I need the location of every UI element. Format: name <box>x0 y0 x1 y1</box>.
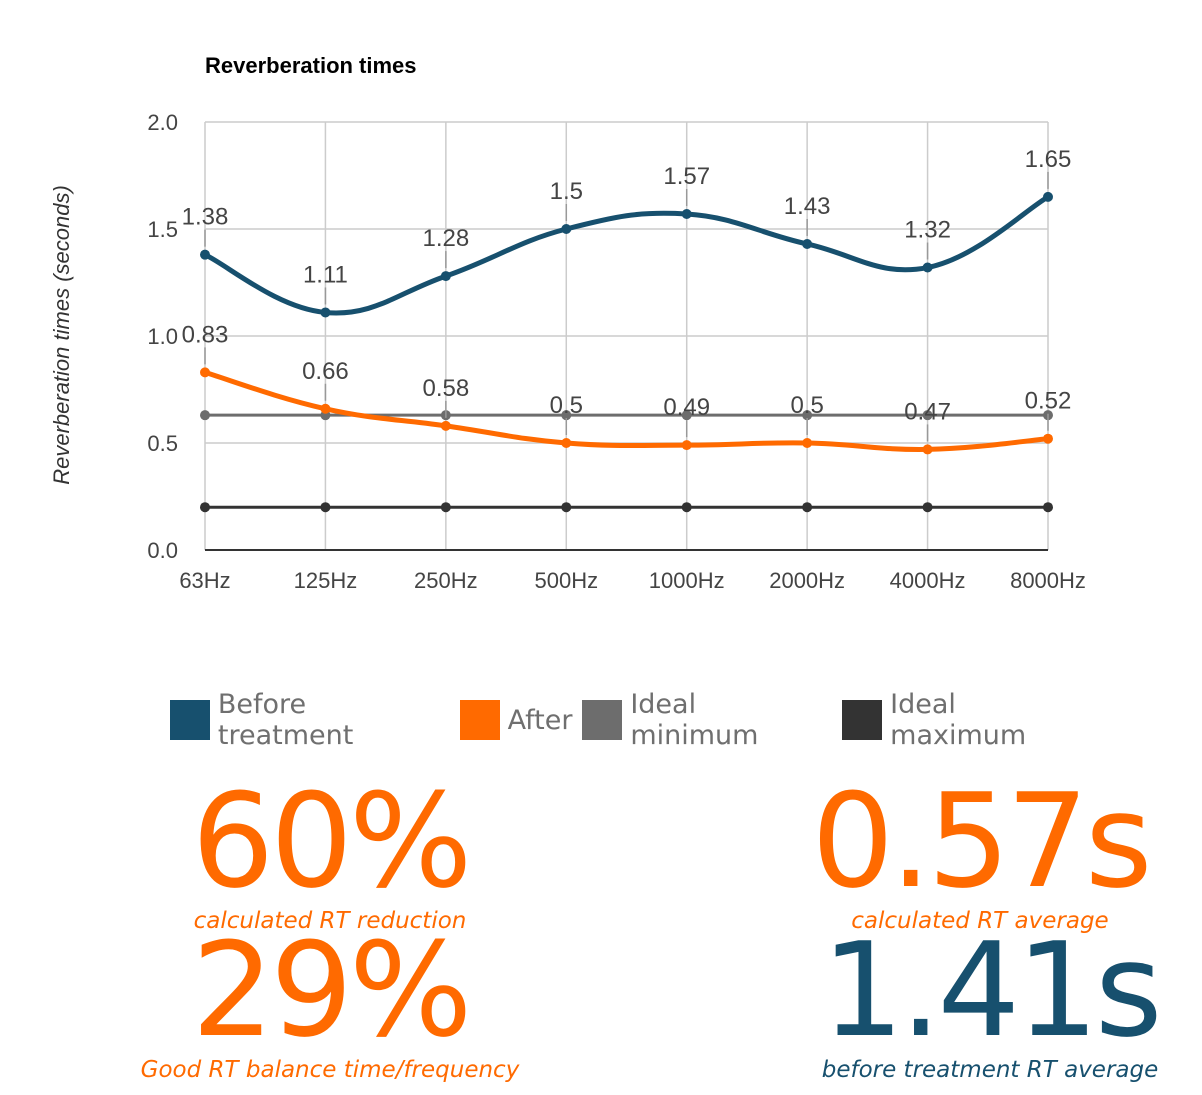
data-label-before: 1.38 <box>182 204 229 231</box>
stat-before-rt-average-value: 1.41s <box>821 914 1162 1066</box>
data-label-after: 0.58 <box>422 375 469 402</box>
series-after-point <box>440 420 451 431</box>
series-after-point <box>681 440 692 451</box>
series-before-treatment-point <box>802 238 813 249</box>
series-before-treatment-point <box>1043 191 1053 202</box>
x-tick-label: 250Hz <box>414 568 478 593</box>
y-tick-label: 0.5 <box>147 431 178 456</box>
series-ideal-minimum-point <box>200 410 210 421</box>
data-label-after: 0.49 <box>663 394 710 421</box>
legend-item-before[interactable]: Before treatment <box>170 689 450 751</box>
y-tick-label: 1.0 <box>147 324 178 349</box>
stat-before-rt-average-caption: before treatment RT average <box>821 1057 1159 1083</box>
data-label-before: 1.32 <box>904 217 951 244</box>
legend-swatch-after <box>459 700 500 740</box>
stat-rt-balance: 29% Good RT balance time/frequency <box>100 925 560 1083</box>
series-before-treatment-point <box>681 209 692 220</box>
series-ideal-minimum-point <box>802 410 813 421</box>
data-label-before: 1.43 <box>784 193 831 220</box>
data-label-before: 1.57 <box>663 163 710 190</box>
legend-label-after: After <box>507 704 573 736</box>
data-label-after: 0.52 <box>1025 388 1072 415</box>
x-tick-label: 125Hz <box>294 568 358 593</box>
grid <box>204 121 1049 551</box>
series-after-point <box>1043 433 1053 444</box>
series-before-treatment-point <box>922 262 933 273</box>
series-ideal-maximum-point <box>681 502 692 513</box>
legend-item-after[interactable]: After <box>459 700 573 740</box>
series-after-point <box>922 444 933 455</box>
series-before-treatment-point <box>320 307 331 318</box>
legend-label-ideal-maximum: Ideal maximum <box>890 689 1027 751</box>
series-after-point <box>561 438 572 448</box>
chart-title: Reverberation times <box>205 53 417 78</box>
series-lines <box>200 191 1053 513</box>
series-before-treatment-point <box>440 271 451 282</box>
data-label-before: 1.28 <box>422 225 469 252</box>
series-ideal-maximum-point <box>561 502 572 513</box>
data-label-before: 1.5 <box>550 178 583 205</box>
y-axis-ticks: 0.0 0.5 1.0 1.5 2.0 <box>147 110 178 563</box>
stat-rt-average-value: 0.57s <box>811 765 1152 917</box>
series-after-line <box>202 369 1051 452</box>
series-before-treatment-line <box>202 194 1051 316</box>
legend-label-before: Before treatment <box>217 689 354 751</box>
stat-rt-average: 0.57s calculated RT average <box>760 776 1200 934</box>
series-after-point <box>200 367 210 378</box>
series-ideal-maximum-point <box>440 502 451 513</box>
legend-swatch-ideal-minimum <box>582 700 623 740</box>
series-before-treatment-point <box>561 224 572 234</box>
data-label-after: 0.5 <box>550 392 583 419</box>
data-label-before: 1.65 <box>1025 146 1072 173</box>
stat-rt-balance-caption: Good RT balance time/frequency <box>140 1057 520 1083</box>
legend-item-ideal-minimum[interactable]: Ideal minimum <box>582 689 832 751</box>
chart-legend: Before treatment After Ideal minimum Ide… <box>170 689 1110 751</box>
data-label-after: 0.5 <box>790 392 823 419</box>
series-ideal-maximum-point <box>200 502 210 513</box>
series-ideal-maximum-point <box>922 502 933 513</box>
y-tick-label: 0.0 <box>147 538 178 563</box>
x-tick-label: 500Hz <box>534 568 598 593</box>
stat-rt-balance-value: 29% <box>191 914 473 1066</box>
data-label-after: 0.66 <box>302 358 349 385</box>
stat-rt-reduction-caption: calculated RT reduction <box>193 908 467 934</box>
x-tick-label: 8000Hz <box>1010 568 1086 593</box>
x-tick-label: 2000Hz <box>769 568 845 593</box>
series-ideal-minimum-point <box>681 410 692 421</box>
series-after-point <box>320 403 331 414</box>
data-labels: 1.38 1.11 1.28 1.5 1.57 1.43 1.32 1.65 0.83 0.66 0… <box>182 146 1072 442</box>
stat-rt-reduction: 60% calculated RT reduction <box>120 776 540 934</box>
data-label-before: 1.11 <box>303 261 348 288</box>
y-axis-label: Reverberation times (seconds) <box>49 185 74 485</box>
series-ideal-maximum-point <box>320 502 331 513</box>
series-before-treatment-point <box>200 249 210 260</box>
series-after-point <box>802 438 813 448</box>
series-ideal-maximum-point <box>802 502 813 513</box>
series-ideal-minimum-point <box>922 410 933 421</box>
stat-rt-average-caption: calculated RT average <box>851 908 1109 934</box>
legend-swatch-before <box>170 700 210 740</box>
x-tick-label: 4000Hz <box>890 568 966 593</box>
y-tick-label: 2.0 <box>147 110 178 135</box>
x-tick-label: 1000Hz <box>649 568 725 593</box>
legend-item-ideal-maximum[interactable]: Ideal maximum <box>842 689 1100 751</box>
stat-before-rt-average: 1.41s before treatment RT average <box>770 925 1202 1083</box>
stat-rt-reduction-value: 60% <box>191 765 473 917</box>
legend-swatch-ideal-maximum <box>842 700 883 740</box>
data-label-after: 0.83 <box>182 321 229 348</box>
series-ideal-maximum-point <box>1043 502 1053 513</box>
legend-label-ideal-minimum: Ideal minimum <box>630 689 759 751</box>
y-tick-label: 1.5 <box>147 217 178 242</box>
x-axis-ticks: 63Hz 125Hz 250Hz 500Hz 1000Hz 2000Hz 4000Hz 800… <box>179 568 1086 593</box>
series-ideal-minimum-point <box>561 410 572 421</box>
reverberation-chart: Reverberation times Reverberation times … <box>49 53 1086 593</box>
x-tick-label: 63Hz <box>179 568 230 593</box>
data-label-after: 0.47 <box>904 398 951 425</box>
